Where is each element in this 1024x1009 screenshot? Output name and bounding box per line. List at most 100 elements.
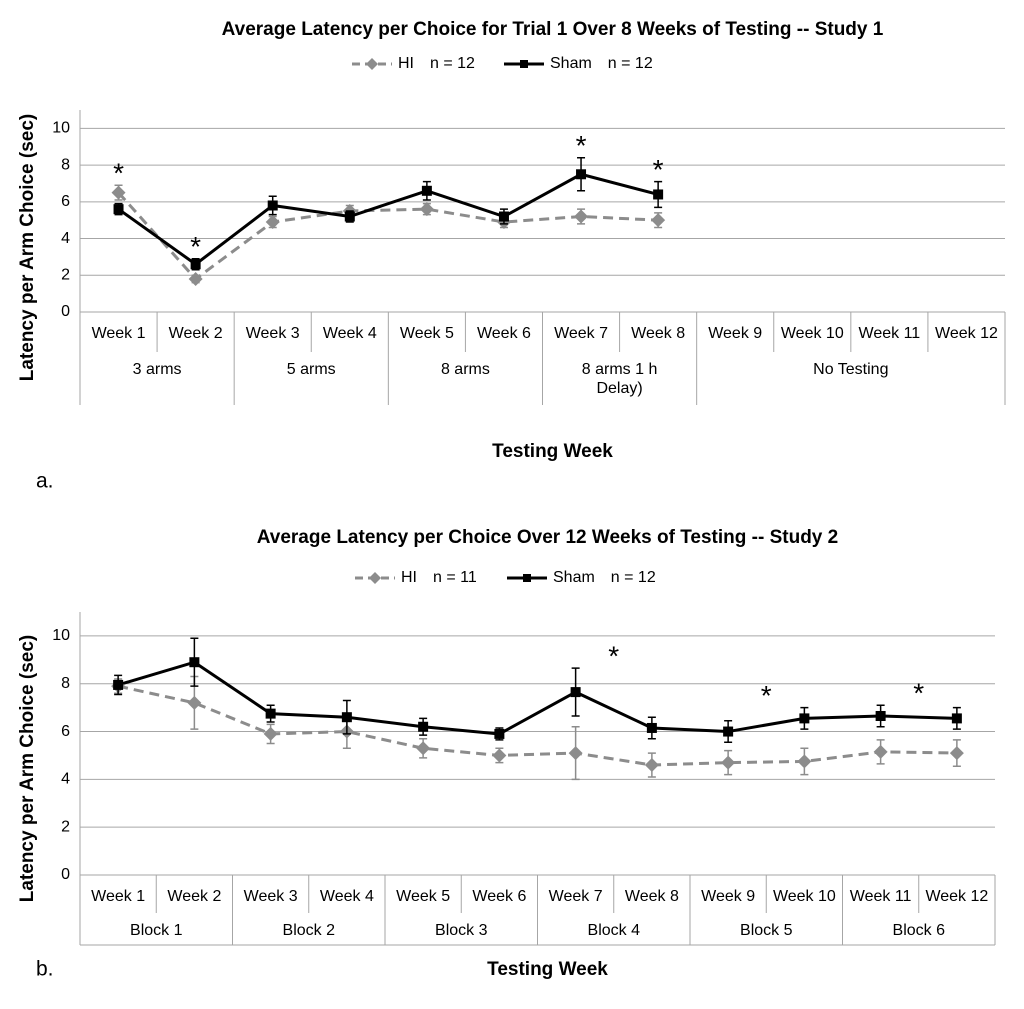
marker	[721, 755, 736, 770]
significance-marker: *	[608, 641, 619, 672]
group-label: 8 arms 1 h Delay)	[581, 361, 658, 397]
y-tick-label: 4	[61, 230, 70, 247]
y-axis-title: Latency per Arm Choice (sec)	[17, 635, 38, 903]
marker	[113, 679, 124, 690]
marker	[492, 748, 507, 763]
group-label: Block 4	[587, 922, 640, 939]
y-tick-label: 8	[61, 675, 70, 692]
marker	[949, 746, 964, 761]
group-label: No Testing	[813, 361, 889, 378]
marker	[644, 758, 659, 773]
x-tick-label: Week 11	[850, 888, 912, 905]
y-tick-label: 0	[61, 866, 70, 883]
marker	[416, 741, 431, 756]
x-tick-label: Week 5	[396, 888, 450, 905]
legend-n: n = 12	[608, 55, 653, 72]
y-tick-label: 2	[61, 266, 70, 283]
x-tick-label: Week 6	[472, 888, 526, 905]
x-tick-label: Week 3	[244, 888, 298, 905]
y-axis-title: Latency per Arm Choice (sec)	[17, 114, 38, 382]
marker	[189, 657, 200, 668]
legend-n: n = 11	[433, 569, 477, 586]
series-line	[117, 172, 659, 267]
x-tick-label: Week 8	[625, 888, 679, 905]
group-label-box: Block 4	[587, 922, 640, 939]
x-tick-label: Week 9	[708, 325, 762, 342]
group-label: Block 5	[740, 922, 793, 939]
x-tick-label: Week 2	[167, 888, 221, 905]
marker	[421, 185, 432, 196]
x-tick-label: Week 9	[701, 888, 755, 905]
x-tick-label: Week 12	[925, 888, 988, 905]
marker	[951, 713, 962, 724]
marker	[797, 754, 812, 769]
marker	[576, 169, 587, 180]
x-tick-label: Week 10	[781, 325, 844, 342]
group-label-box: Block 2	[282, 922, 335, 939]
group-label: 5 arms	[286, 361, 336, 378]
marker	[799, 713, 810, 724]
legend-label: HI	[398, 55, 414, 72]
marker	[873, 744, 888, 759]
marker	[494, 728, 505, 739]
significance-marker: *	[653, 154, 664, 185]
marker	[568, 746, 583, 761]
legend-item: HI n = 12	[352, 55, 475, 72]
marker	[267, 200, 278, 211]
x-tick-label: Week 5	[400, 325, 454, 342]
marker	[723, 726, 734, 737]
x-tick-label: Week 4	[320, 888, 374, 905]
x-tick-label: Week 8	[631, 325, 685, 342]
group-label: Block 3	[435, 922, 488, 939]
significance-marker: *	[190, 231, 201, 262]
group-label: 8 arms	[440, 361, 490, 378]
x-tick-label: Week 2	[169, 325, 223, 342]
y-tick-label: 4	[61, 771, 70, 788]
marker	[344, 211, 355, 222]
significance-marker: *	[913, 678, 924, 709]
legend-label: Sham	[553, 569, 595, 586]
marker	[341, 712, 352, 723]
chart-title: Average Latency per Choice Over 12 Weeks…	[257, 527, 838, 548]
x-tick-label: Week 1	[91, 888, 145, 905]
marker	[523, 574, 531, 582]
marker	[263, 726, 278, 741]
chart: Average Latency per Choice Over 12 Weeks…	[17, 527, 996, 981]
significance-marker: *	[576, 130, 587, 161]
y-tick-label: 6	[61, 723, 70, 740]
marker	[520, 60, 528, 68]
x-tick-label: Week 7	[549, 888, 603, 905]
marker	[187, 695, 202, 710]
x-tick-label: Week 10	[773, 888, 836, 905]
group-label: Block 1	[130, 922, 183, 939]
group-label: Block 6	[892, 922, 945, 939]
marker	[570, 687, 581, 698]
group-label-box: 8 arms 1 h Delay)	[581, 361, 658, 397]
chart: Average Latency per Choice for Trial 1 O…	[17, 19, 1006, 493]
x-tick-label: Week 3	[246, 325, 300, 342]
group-label-box: Block 1	[130, 922, 183, 939]
legend-label: Sham	[550, 55, 592, 72]
y-tick-label: 10	[52, 120, 70, 137]
x-axis-title: Testing Week	[492, 441, 613, 462]
marker	[646, 722, 657, 733]
series-line	[117, 191, 659, 281]
group-label-box: 8 arms	[440, 361, 490, 378]
group-label-box: 5 arms	[286, 361, 336, 378]
marker	[418, 721, 429, 732]
x-tick-label: Week 7	[554, 325, 608, 342]
y-tick-label: 6	[61, 193, 70, 210]
marker	[111, 185, 126, 200]
group-label: Block 2	[282, 922, 335, 939]
y-tick-label: 2	[61, 818, 70, 835]
significance-marker: *	[761, 680, 772, 711]
x-axis-title: Testing Week	[487, 959, 608, 980]
marker	[653, 189, 664, 200]
significance-marker: *	[113, 158, 124, 189]
x-tick-label: Week 1	[92, 325, 146, 342]
group-label: 3 arms	[132, 361, 182, 378]
legend-n: n = 12	[430, 55, 475, 72]
legend-item: Sham n = 12	[504, 55, 653, 72]
